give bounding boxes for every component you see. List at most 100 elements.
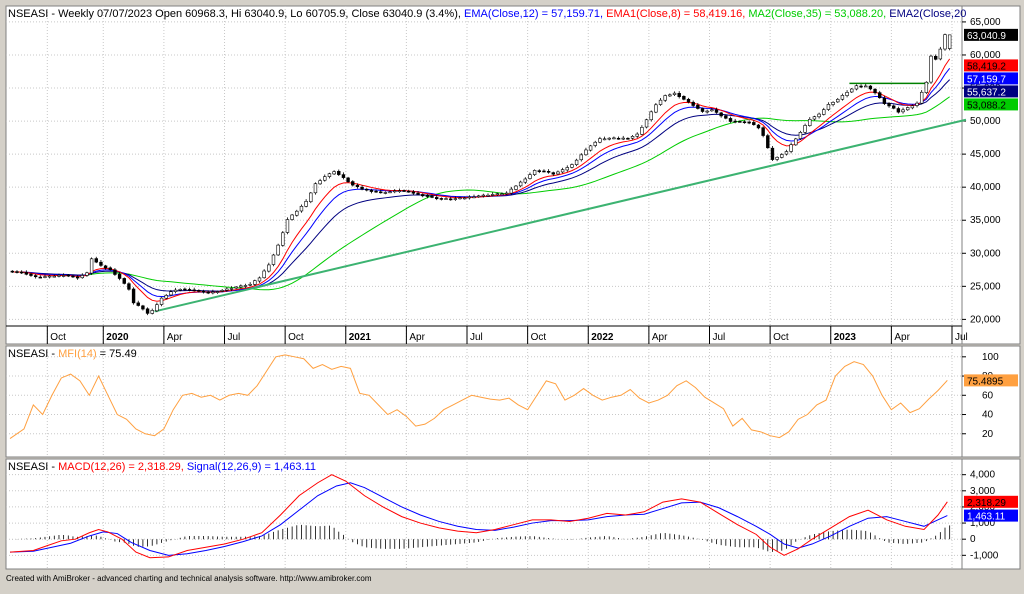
- candle-body: [495, 193, 500, 195]
- candle-body: [29, 273, 33, 276]
- candle-body: [15, 271, 19, 273]
- candle-body: [905, 107, 910, 111]
- candle-body: [416, 192, 420, 195]
- candle-body: [276, 244, 280, 256]
- candle-body: [537, 170, 541, 172]
- candle-body: [183, 288, 187, 291]
- price-value-label-bg: [964, 85, 1018, 98]
- candle-body: [145, 308, 150, 314]
- candle-body: [351, 181, 355, 186]
- candle-body: [155, 304, 159, 312]
- candle-body: [458, 197, 462, 200]
- candle-body: [896, 108, 901, 113]
- candle-body: [173, 289, 178, 292]
- candle-body: [299, 205, 304, 212]
- candle-body: [71, 275, 75, 278]
- candle-body: [388, 191, 392, 194]
- candle-body: [10, 270, 15, 273]
- candle-body: [770, 147, 775, 160]
- candle-body: [248, 283, 252, 286]
- candle-body: [490, 194, 495, 196]
- price-x-tick-label: Apr: [894, 332, 910, 343]
- candle-body: [318, 180, 322, 185]
- candle-body: [117, 273, 122, 279]
- candle-body: [89, 258, 94, 274]
- price-value-label: 55,637.2: [967, 87, 1006, 98]
- candle-body: [411, 191, 416, 194]
- macd-header-part: MACD(12,26) = 2,318.29,: [58, 461, 187, 473]
- candle-body: [812, 116, 817, 120]
- candle-body: [94, 258, 98, 263]
- candle-body: [602, 138, 607, 141]
- candle-body: [640, 127, 644, 135]
- footer-credit: Created with AmiBroker - advanced charti…: [6, 574, 372, 583]
- candle-body: [476, 195, 481, 198]
- candle-body: [262, 270, 266, 279]
- candle-body: [658, 99, 663, 105]
- candle-body: [481, 194, 486, 197]
- candle-body: [523, 178, 528, 183]
- candle-body: [654, 104, 658, 113]
- candle-body: [66, 274, 70, 277]
- price-y-tick-label: 40,000: [970, 182, 1001, 193]
- candle-body: [742, 121, 747, 124]
- price-x-tick-label: Jul: [713, 332, 726, 343]
- macd-header-part: Signal(12,26,9) = 1,463.11: [187, 461, 316, 473]
- price-value-label: 58,419.2: [967, 61, 1006, 72]
- candle-body: [444, 198, 448, 200]
- candle-body: [826, 104, 831, 110]
- candle-body: [794, 138, 798, 146]
- price-panel: 65,00060,00055,00050,00045,00040,00035,0…: [6, 6, 1018, 344]
- price-header-part: MA2(Close,35) = 53,088.20,: [748, 8, 889, 20]
- candle-body: [686, 98, 691, 103]
- candle-body: [290, 214, 294, 220]
- candle-body: [257, 277, 262, 282]
- candle-body: [593, 141, 597, 146]
- candle-body: [579, 154, 583, 161]
- mfi-header-part: NSEASI -: [8, 348, 58, 360]
- candle-body: [234, 286, 238, 289]
- candle-body: [733, 120, 737, 123]
- candle-body: [565, 167, 569, 171]
- candle-body: [947, 34, 952, 49]
- price-x-tick-label: Apr: [652, 332, 668, 343]
- macd-value-label: 2,318.29: [967, 498, 1006, 509]
- candle-body: [304, 201, 308, 207]
- candle-body: [365, 188, 369, 191]
- candle-body: [355, 184, 360, 188]
- candle-body: [635, 133, 639, 137]
- candle-body: [192, 289, 196, 292]
- candle-body: [281, 232, 285, 246]
- candle-body: [728, 118, 733, 122]
- candle-body: [738, 121, 742, 123]
- macd-header: NSEASI - MACD(12,26) = 2,318.29, Signal(…: [8, 461, 316, 473]
- candle-body: [337, 171, 341, 175]
- price-x-tick-label: Oct: [288, 332, 304, 343]
- mfi-y-tick-label: 100: [982, 352, 999, 363]
- candle-body: [892, 105, 896, 109]
- price-x-tick-label: Oct: [773, 332, 789, 343]
- candle-body: [700, 108, 705, 112]
- candle-body: [546, 171, 551, 173]
- candle-body: [47, 275, 52, 278]
- candle-body: [644, 119, 649, 128]
- price-y-tick-label: 45,000: [970, 149, 1001, 160]
- price-value-label: 57,159.7: [967, 74, 1006, 85]
- candle-body: [938, 48, 943, 60]
- support-trendline: [154, 118, 967, 313]
- candle-body: [220, 290, 224, 292]
- candle-body: [915, 102, 919, 106]
- candle-body: [397, 190, 402, 193]
- candle-body: [850, 88, 854, 93]
- candle-body: [882, 97, 887, 104]
- price-y-tick-label: 25,000: [970, 281, 1001, 292]
- candle-body: [211, 291, 215, 294]
- candle-body: [285, 219, 290, 233]
- price-value-label: 63,040.9: [967, 31, 1006, 42]
- price-x-tick-label: Oct: [50, 332, 66, 343]
- candle-body: [570, 164, 574, 168]
- candle-body: [75, 276, 80, 279]
- candle-body: [840, 95, 845, 100]
- candle-body: [677, 93, 681, 97]
- candle-body: [85, 272, 89, 276]
